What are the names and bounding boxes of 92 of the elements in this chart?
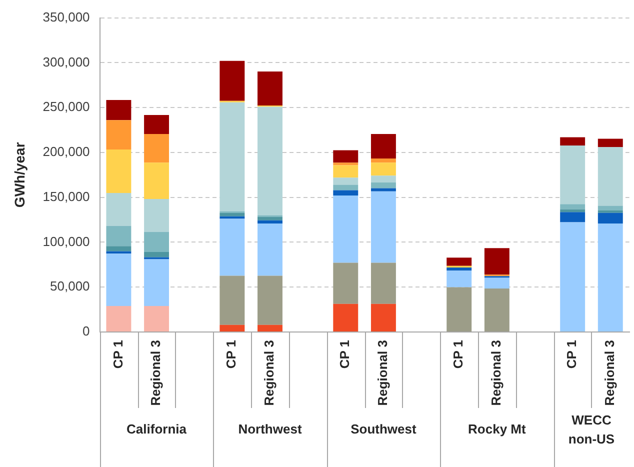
bar xyxy=(144,162,170,199)
y-tick-label: 150,000 xyxy=(42,188,90,204)
bar xyxy=(598,212,623,224)
bar xyxy=(220,216,245,219)
text: Northwest xyxy=(238,422,302,437)
bar xyxy=(258,224,282,276)
bar xyxy=(560,209,586,212)
bar xyxy=(370,304,396,332)
bar xyxy=(333,184,358,190)
bar xyxy=(258,106,282,216)
bar xyxy=(598,210,623,213)
bar xyxy=(106,120,132,150)
bar xyxy=(370,182,396,188)
bar xyxy=(370,176,396,182)
bar xyxy=(106,193,132,226)
bar xyxy=(560,137,586,146)
bar xyxy=(333,165,358,178)
bar xyxy=(106,306,132,332)
bar xyxy=(144,198,170,232)
bar xyxy=(333,150,358,163)
bar xyxy=(144,306,170,332)
bar xyxy=(446,267,472,271)
y-tick-label: 250,000 xyxy=(42,99,90,114)
x-tick-label: Regional 3 xyxy=(488,340,504,406)
bar xyxy=(370,158,396,163)
bar xyxy=(333,304,358,332)
text: Southwest xyxy=(350,422,417,437)
bar xyxy=(598,206,623,210)
x-tick-label: Regional 3 xyxy=(375,340,390,406)
bar xyxy=(220,102,245,212)
bar xyxy=(220,324,245,332)
bar xyxy=(446,258,472,266)
bar xyxy=(370,134,396,159)
x-tick-label: CP 1 xyxy=(450,340,466,369)
x-tick-label: CP 1 xyxy=(337,340,352,369)
bar xyxy=(220,60,245,101)
bar xyxy=(446,287,472,332)
bar xyxy=(560,222,586,332)
bar xyxy=(106,246,132,252)
bar xyxy=(370,162,396,176)
bar xyxy=(560,212,586,222)
bar xyxy=(484,248,510,275)
bar xyxy=(484,278,510,288)
bar xyxy=(144,115,170,134)
bar xyxy=(144,259,170,306)
x-tick-label: CP 1 xyxy=(224,340,239,369)
bar xyxy=(370,262,396,304)
bar xyxy=(560,146,586,204)
bar xyxy=(598,138,623,148)
text: Rocky Mt xyxy=(468,422,526,437)
bar xyxy=(333,262,358,304)
bar xyxy=(106,254,132,306)
y-tick-label: 300,000 xyxy=(42,54,90,70)
y-tick-label: 50,000 xyxy=(50,278,90,294)
bar xyxy=(333,162,358,166)
bar xyxy=(258,71,282,106)
y-tick-label: 0 xyxy=(82,324,90,339)
y-tick-label: 200,000 xyxy=(42,144,90,160)
bar xyxy=(333,178,358,185)
bar xyxy=(598,224,623,332)
bar xyxy=(333,190,358,196)
bar xyxy=(106,251,132,254)
text: WECC non-US xyxy=(568,412,615,447)
bar xyxy=(258,216,282,220)
bar xyxy=(220,276,245,325)
y-tick-label: 100,000 xyxy=(42,234,90,249)
bar xyxy=(220,218,245,276)
bar xyxy=(258,220,282,224)
bar xyxy=(258,324,282,332)
bar xyxy=(598,147,623,206)
y-tick-label: 350,000 xyxy=(42,9,90,24)
text: California xyxy=(126,422,188,437)
bar xyxy=(220,212,245,216)
x-tick-label: Regional 3 xyxy=(148,340,164,406)
x-tick-label: Regional 3 xyxy=(262,340,277,406)
x-tick-label: CP 1 xyxy=(564,340,580,369)
x-tick-label: CP 1 xyxy=(110,340,126,369)
bar xyxy=(106,100,132,120)
bar xyxy=(144,232,170,252)
y-axis-title: GWh/year xyxy=(11,142,28,208)
bar xyxy=(446,270,472,288)
bar xyxy=(484,288,510,332)
bar xyxy=(333,195,358,263)
bar xyxy=(106,149,132,194)
x-tick-label: Regional 3 xyxy=(602,340,617,406)
bar xyxy=(106,226,132,246)
bar xyxy=(370,191,396,263)
bar xyxy=(560,204,586,210)
bar xyxy=(144,252,170,258)
bar xyxy=(144,134,170,163)
bar xyxy=(370,188,396,192)
bar xyxy=(258,276,282,325)
